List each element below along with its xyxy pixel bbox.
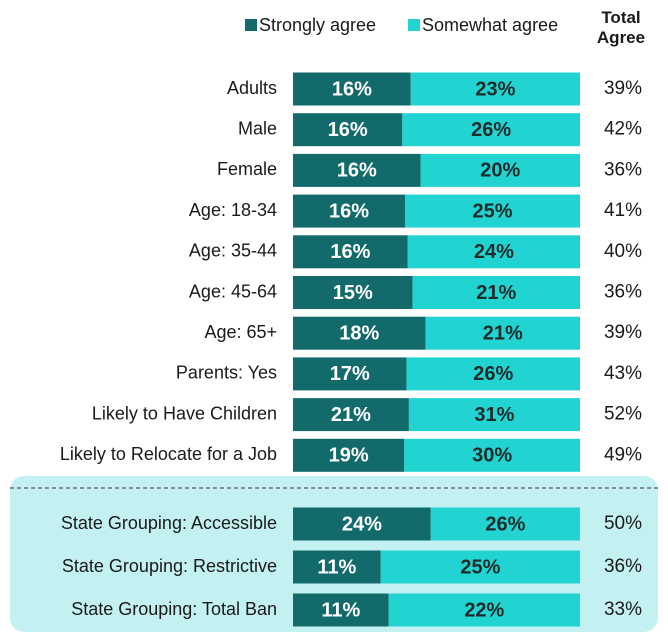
total-label: 36% bbox=[604, 556, 642, 577]
bar-segment bbox=[293, 72, 411, 106]
data-label: 17% bbox=[330, 363, 370, 385]
legend-label: Somewhat agree bbox=[422, 15, 558, 35]
total-label: 39% bbox=[604, 78, 642, 99]
bar-segment bbox=[404, 438, 580, 472]
total-label: 33% bbox=[604, 599, 642, 620]
bar-segment bbox=[402, 113, 580, 147]
data-label: 11% bbox=[321, 599, 360, 621]
category-label: Age: 45-64 bbox=[189, 281, 277, 301]
bar-segment bbox=[380, 550, 580, 584]
bar-segment bbox=[430, 507, 580, 541]
category-label: Age: 35-44 bbox=[189, 241, 277, 261]
category-label: Female bbox=[217, 159, 277, 179]
bar-segment bbox=[388, 593, 580, 627]
bar-segment bbox=[293, 357, 407, 391]
category-label: State Grouping: Total Ban bbox=[71, 599, 277, 619]
bar-segment bbox=[293, 276, 413, 309]
category-label: State Grouping: Accessible bbox=[61, 513, 277, 533]
bar-segment bbox=[406, 357, 580, 391]
data-label: 25% bbox=[460, 556, 500, 578]
bar-segment bbox=[293, 113, 403, 147]
data-label: 21% bbox=[331, 404, 371, 426]
bar-segment bbox=[420, 153, 580, 187]
data-label: 31% bbox=[474, 404, 514, 426]
data-label: 26% bbox=[473, 363, 513, 385]
data-label: 18% bbox=[339, 322, 379, 344]
bar-segment bbox=[293, 593, 389, 627]
bar-segment bbox=[293, 194, 405, 228]
category-label: Age: 18-34 bbox=[189, 200, 277, 220]
data-label: 22% bbox=[464, 599, 504, 621]
data-label: 30% bbox=[472, 445, 512, 467]
category-label: Parents: Yes bbox=[176, 363, 277, 383]
total-label: 40% bbox=[604, 241, 642, 262]
total-label: 36% bbox=[604, 282, 642, 303]
data-label: 24% bbox=[342, 513, 382, 535]
legend-swatch bbox=[245, 19, 257, 31]
bar-segment bbox=[410, 72, 580, 106]
data-label: 16% bbox=[332, 78, 372, 100]
total-label: 49% bbox=[604, 444, 642, 465]
total-label: 50% bbox=[604, 513, 642, 534]
legend-swatch bbox=[408, 19, 420, 31]
data-label: 26% bbox=[485, 513, 525, 535]
total-label: 36% bbox=[604, 159, 642, 180]
bar-segment bbox=[425, 316, 580, 350]
data-label: 11% bbox=[317, 556, 356, 578]
legend-label: Strongly agree bbox=[259, 15, 376, 35]
bar-segment bbox=[293, 398, 409, 432]
total-label: 41% bbox=[604, 200, 642, 221]
data-label: 21% bbox=[476, 282, 516, 304]
total-label: 39% bbox=[604, 322, 642, 343]
data-label: 19% bbox=[329, 445, 369, 467]
data-label: 23% bbox=[475, 78, 515, 100]
bar-segment bbox=[293, 235, 408, 269]
category-label: Age: 65+ bbox=[204, 322, 277, 342]
total-label: 42% bbox=[604, 119, 642, 140]
bar-segment bbox=[408, 398, 580, 432]
data-label: 21% bbox=[483, 322, 523, 344]
bar-segment bbox=[407, 235, 580, 269]
totals-header: Total Agree bbox=[596, 8, 646, 47]
bar-segment bbox=[412, 276, 580, 309]
category-label: Likely to Relocate for a Job bbox=[60, 444, 277, 464]
category-label: Likely to Have Children bbox=[92, 403, 277, 423]
category-label: Male bbox=[238, 118, 277, 138]
bar-segment bbox=[293, 438, 405, 472]
data-label: 16% bbox=[337, 160, 377, 182]
data-label: 26% bbox=[471, 119, 511, 141]
bar-segment bbox=[293, 550, 381, 584]
total-label: 52% bbox=[604, 404, 642, 425]
data-label: 24% bbox=[474, 241, 514, 263]
bar-segment bbox=[293, 507, 431, 541]
category-label: Adults bbox=[227, 78, 277, 98]
data-label: 16% bbox=[330, 241, 370, 263]
data-label: 16% bbox=[329, 200, 369, 222]
data-label: 15% bbox=[333, 282, 373, 304]
data-label: 25% bbox=[472, 200, 512, 222]
data-label: 20% bbox=[480, 160, 520, 182]
category-label: State Grouping: Restrictive bbox=[62, 556, 277, 576]
bar-segment bbox=[293, 153, 421, 187]
bar-segment bbox=[293, 316, 426, 350]
total-label: 43% bbox=[604, 363, 642, 384]
data-label: 16% bbox=[328, 119, 368, 141]
bar-segment bbox=[405, 194, 580, 228]
